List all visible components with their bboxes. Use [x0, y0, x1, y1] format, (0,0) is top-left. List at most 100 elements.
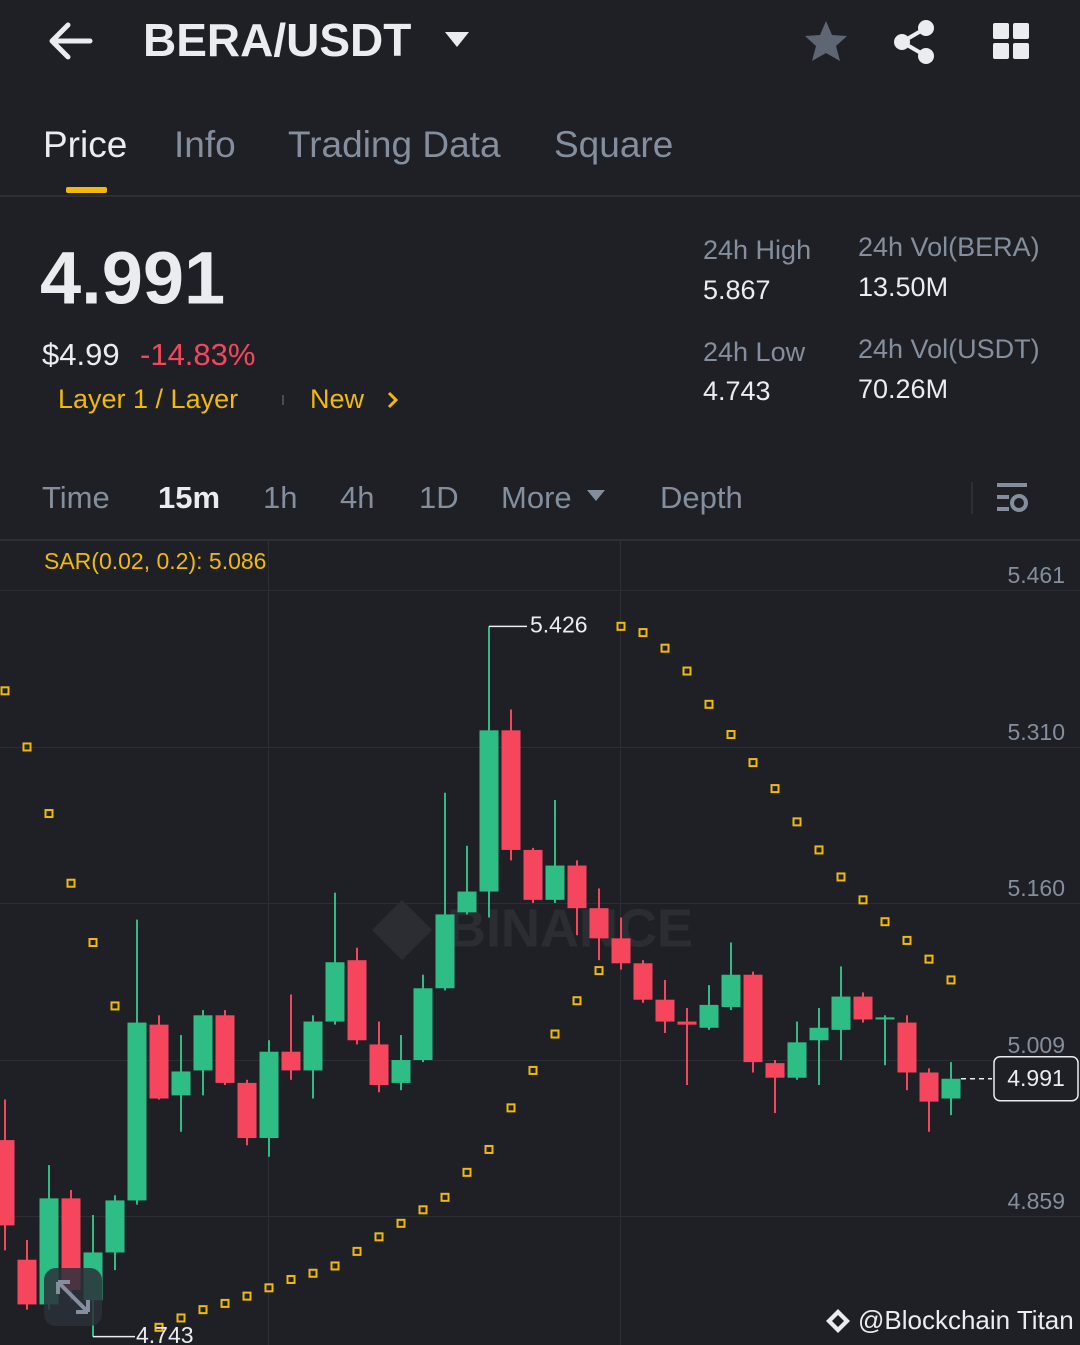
sar-dot — [352, 1246, 362, 1256]
candle-body — [479, 730, 499, 892]
last-price-label: 4.991 — [1007, 1065, 1065, 1091]
stat-value: 4.743 — [703, 376, 771, 406]
stat-label: 24h Vol(BERA) — [858, 232, 1040, 262]
tag-chevron — [387, 391, 399, 409]
candle-body — [325, 962, 345, 1022]
sar-dot — [66, 878, 76, 888]
more-dropdown[interactable] — [587, 490, 605, 501]
candle-body — [633, 963, 653, 1000]
sar-dot — [616, 621, 626, 631]
sar-dot — [198, 1305, 208, 1315]
grid-line — [0, 1216, 1080, 1218]
chart-settings[interactable] — [997, 483, 1028, 512]
sar-dot — [0, 686, 10, 696]
candle-body — [303, 1021, 323, 1071]
candle-body — [17, 1259, 37, 1305]
candle-body — [589, 908, 609, 939]
candle-body — [743, 974, 763, 1063]
candle-body — [347, 960, 367, 1041]
sar-dot — [506, 1103, 516, 1113]
sar-dot — [572, 996, 582, 1006]
candle-body — [919, 1072, 939, 1102]
tag[interactable]: Layer 1 / Layer — [58, 384, 238, 414]
sar-dot — [946, 975, 956, 985]
candle-body — [281, 1051, 301, 1071]
back-button[interactable] — [49, 22, 93, 60]
tab-active[interactable]: Price — [43, 124, 127, 165]
fullscreen-button[interactable] — [44, 1268, 102, 1326]
sar-dot — [462, 1167, 472, 1177]
tab-indicator — [66, 187, 107, 193]
candle-body — [215, 1015, 235, 1083]
sar-dot — [770, 784, 780, 794]
y-tick-label: 4.859 — [1007, 1188, 1065, 1214]
sar-dot — [528, 1065, 538, 1075]
stat-label: 24h Low — [703, 337, 806, 367]
candle-body — [941, 1078, 961, 1099]
indicator-label: SAR(0.02, 0.2): 5.086 — [44, 548, 266, 574]
grid-line — [0, 589, 1080, 591]
candle-body — [721, 974, 741, 1007]
candle-body — [853, 996, 873, 1020]
tab[interactable]: Square — [554, 124, 673, 165]
interval[interactable]: Depth — [660, 480, 743, 515]
sar-dot — [286, 1274, 296, 1284]
candle-body — [259, 1051, 279, 1139]
price-change: -14.83% — [140, 337, 255, 372]
sar-dot — [858, 895, 868, 905]
tag[interactable]: New — [310, 384, 365, 414]
sar-dot — [902, 935, 912, 945]
candle-body — [435, 914, 455, 989]
sar-dot — [880, 917, 890, 927]
grid-menu-icon[interactable] — [993, 23, 1029, 59]
candle-body — [831, 996, 851, 1030]
y-tick-label: 5.160 — [1007, 875, 1065, 901]
candle-body — [127, 1022, 147, 1201]
candle-body — [369, 1044, 389, 1085]
interval[interactable]: Time — [42, 480, 110, 515]
sar-dot — [154, 1322, 164, 1332]
credit-logo — [826, 1309, 850, 1333]
last-price-box — [993, 1055, 1079, 1102]
vertical-grid-line — [268, 541, 269, 1345]
interval[interactable]: 1D — [419, 480, 459, 515]
separator — [971, 482, 973, 514]
candle-body — [193, 1015, 213, 1071]
low-label: 4.743 — [136, 1322, 194, 1345]
tab[interactable]: Info — [174, 124, 236, 165]
y-tick-label: 5.310 — [1007, 719, 1065, 745]
sar-dot — [924, 954, 934, 964]
interval[interactable]: 1h — [263, 480, 297, 515]
sar-dot — [220, 1298, 230, 1308]
interval-active[interactable]: 15m — [158, 480, 220, 515]
favorite-icon[interactable] — [805, 21, 847, 61]
sar-dot — [484, 1144, 494, 1154]
sar-dot — [726, 729, 736, 739]
usd-price: $4.99 — [42, 337, 120, 372]
candle-body — [0, 1140, 15, 1226]
candle-body — [897, 1022, 917, 1073]
candle-body — [501, 730, 521, 850]
sar-dot — [638, 628, 648, 638]
candle-body — [523, 849, 543, 900]
stat-value: 5.867 — [703, 275, 771, 305]
grid-line — [0, 746, 1080, 748]
pair-dropdown[interactable] — [445, 32, 469, 47]
stat-label: 24h Vol(USDT) — [858, 334, 1040, 364]
candle-body — [809, 1027, 829, 1041]
interval[interactable]: 4h — [340, 480, 374, 515]
pair-title[interactable]: BERA/USDT — [143, 14, 411, 66]
share-icon[interactable] — [894, 20, 934, 64]
tab[interactable]: Trading Data — [288, 124, 501, 165]
interval[interactable]: More — [501, 480, 572, 515]
sar-dot — [418, 1205, 428, 1215]
sar-dot — [110, 1001, 120, 1011]
candle-body — [699, 1004, 719, 1028]
sar-dot — [748, 758, 758, 768]
y-tick-label: 5.009 — [1007, 1032, 1065, 1058]
sar-dot — [22, 742, 32, 752]
candle-body — [391, 1060, 411, 1083]
sar-dot — [682, 666, 692, 676]
candle-body — [171, 1071, 191, 1096]
